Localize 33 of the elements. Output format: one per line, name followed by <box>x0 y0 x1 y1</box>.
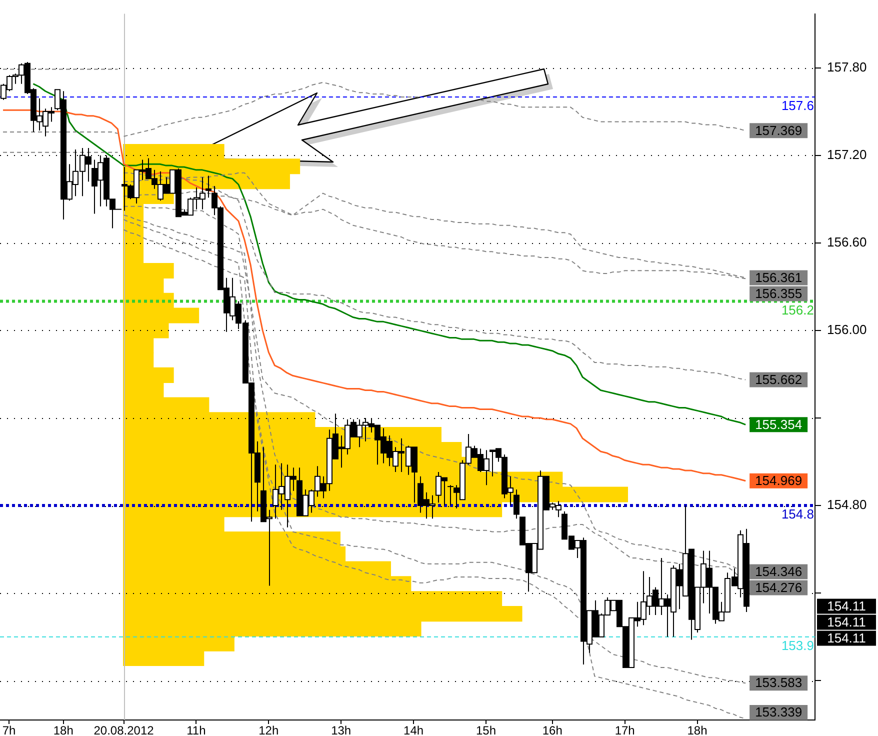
y-tick-label: 156.00 <box>827 322 867 337</box>
text: 154.11 <box>827 630 866 646</box>
data-label: 154.346 <box>755 564 802 579</box>
ref-line-label: 153.9 <box>781 638 814 653</box>
x-tick-label: 15h <box>476 724 496 736</box>
ref-line-label: 157.6 <box>781 98 814 114</box>
data-label: 155.354 <box>755 416 802 432</box>
x-tick-label: 11h <box>186 724 206 736</box>
text: 154.11 <box>827 598 866 614</box>
data-label: 154.969 <box>755 472 802 488</box>
y-tick-label: 157.20 <box>827 146 867 162</box>
text: 154.11 <box>827 614 866 630</box>
y-tick-label: 154.80 <box>827 497 867 512</box>
x-tick-label: 16h <box>542 724 562 736</box>
data-label: 156.361 <box>755 270 802 285</box>
x-tick-label: 18h <box>687 724 708 736</box>
x-tick-label: 18h <box>53 724 74 736</box>
data-label: 157.369 <box>755 122 802 138</box>
ref-line-label: 156.2 <box>781 302 814 318</box>
x-tick-label: 14h <box>404 724 424 736</box>
data-label: 153.339 <box>755 704 802 720</box>
x-tick-label: 20.08.2012 <box>94 724 154 736</box>
y-tick-label: 157.80 <box>827 59 867 74</box>
data-label: 156.355 <box>755 286 802 301</box>
data-label: 154.276 <box>755 580 802 595</box>
x-tick-label: 13h <box>331 724 352 736</box>
x-tick-label: 7h <box>2 724 16 736</box>
x-tick-label: 12h <box>258 724 279 736</box>
y-tick-label: 156.60 <box>827 234 867 250</box>
data-label: 155.662 <box>755 372 802 387</box>
data-label: 153.583 <box>755 675 802 690</box>
x-tick-label: 17h <box>614 724 635 736</box>
ref-line-label: 154.8 <box>781 506 814 522</box>
